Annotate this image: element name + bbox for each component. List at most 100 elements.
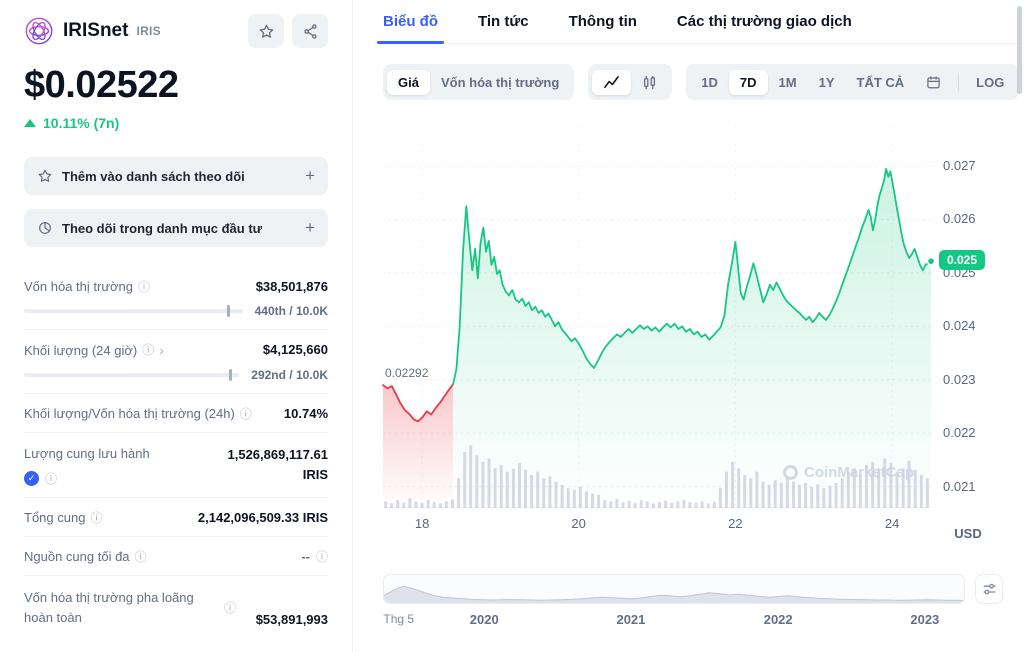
stat-row-vol-mcap: Khối lượng/Vốn hóa thị trường (24h) ⓘ 10.… (24, 394, 328, 433)
minimap-label: 2022 (763, 612, 793, 627)
info-icon[interactable]: ⓘ (315, 549, 328, 564)
stat-row-market-cap: Vốn hóa thị trường ⓘ $38,501,876 440th / … (24, 267, 328, 330)
last-price-badge: 0.025 (939, 250, 986, 271)
candlestick-chart-type-button[interactable] (631, 70, 668, 95)
minimap-label: Thg 5 (383, 612, 415, 626)
market-cap-rank: 440th / 10.0K (254, 304, 328, 318)
plus-icon: + (305, 166, 315, 185)
x-axis-tick: 22 (728, 516, 743, 531)
coin-name: IRISnet (63, 20, 129, 41)
time-scrubber[interactable]: Thg 5 2020 2021 2022 2023 (383, 574, 965, 629)
star-button[interactable] (248, 14, 284, 48)
minimap-svg[interactable] (383, 574, 965, 604)
add-portfolio-label: Theo dõi trong danh mục đầu tư (62, 220, 263, 236)
line-chart-icon (604, 75, 620, 88)
range-1y-button[interactable]: 1Y (818, 74, 835, 90)
log-scale-button[interactable]: LOG (976, 74, 1005, 90)
chevron-right-icon[interactable]: › (159, 342, 164, 358)
share-button[interactable] (292, 14, 328, 48)
star-icon (259, 24, 273, 38)
tab-news[interactable]: Tin tức (478, 13, 529, 30)
range-7d-button[interactable]: 7D (728, 69, 768, 95)
x-axis-tick: 20 (571, 516, 586, 531)
y-axis-tick: 0.026 (943, 211, 976, 227)
coin-header: IRISnet IRIS (24, 14, 328, 48)
minimap-label: 2023 (910, 612, 940, 627)
volume-rank-slider[interactable] (24, 369, 240, 381)
fdv-label: Vốn hóa thị trường pha loãng hoàn toàn (24, 590, 194, 625)
metric-price-button[interactable]: Giá (387, 69, 430, 95)
add-watchlist-label: Thêm vào danh sách theo dõi (62, 168, 245, 184)
market-cap-label: Vốn hóa thị trường (24, 279, 134, 294)
watermark: CoinMarketCap (783, 464, 914, 481)
y-axis-tick: 0.027 (943, 158, 976, 174)
coin-logo-icon (24, 16, 54, 46)
add-portfolio-button[interactable]: Theo dõi trong danh mục đầu tư + (24, 209, 328, 247)
total-supply-label: Tổng cung (24, 510, 86, 525)
stat-row-max-supply: Nguồn cung tối đa ⓘ -- ⓘ (24, 537, 328, 576)
share-icon (303, 23, 317, 39)
coin-symbol: IRIS (136, 24, 161, 38)
stat-row-circulating-supply: Lượng cung lưu hành ✓ ⓘ 1,526,869,117.61 … (24, 433, 328, 498)
minimap-label: 2020 (469, 612, 499, 627)
price-change: 10.11% (7n) (24, 115, 328, 131)
circulating-value: 1,526,869,117.61 IRIS (227, 447, 329, 483)
page-scrollbar[interactable] (1017, 6, 1022, 94)
price-chart-block: 0.02292 CoinMarketCap 0.025 0.027 0.026 0.… (382, 126, 1003, 629)
chart-toolbar: Giá Vốn hóa thị trường 1 (383, 64, 1024, 100)
metric-mcap-button[interactable]: Vốn hóa thị trường (440, 74, 560, 90)
chart-settings-button[interactable] (975, 574, 1003, 604)
verified-check-icon[interactable]: ✓ (24, 471, 39, 486)
info-icon[interactable]: ⓘ (142, 343, 155, 357)
candlestick-icon (644, 75, 656, 89)
stat-row-fdv: Vốn hóa thị trường pha loãng hoàn toàn ⓘ… (24, 576, 328, 638)
info-icon[interactable]: ⓘ (90, 510, 103, 525)
price-chart-area[interactable]: 0.02292 CoinMarketCap (382, 126, 936, 508)
range-1m-button[interactable]: 1M (778, 74, 797, 90)
max-supply-label: Nguồn cung tối đa (24, 549, 130, 564)
chart-type-toggle (588, 64, 673, 100)
price-y-axis: 0.025 0.027 0.026 0.025 0.024 0.023 0.022 0.02… (935, 126, 1001, 508)
info-icon[interactable]: ⓘ (138, 279, 151, 294)
add-watchlist-button[interactable]: Thêm vào danh sách theo dõi + (24, 157, 328, 195)
caret-up-icon (24, 119, 36, 127)
calendar-icon (927, 76, 940, 88)
tab-info[interactable]: Thông tin (568, 13, 637, 30)
x-axis-tick: 18 (414, 516, 430, 531)
price-x-axis: USD 18 20 22 24 (383, 508, 1003, 541)
slider-thumb[interactable] (227, 305, 231, 317)
range-all-button[interactable]: TẤT CẢ (856, 74, 905, 90)
date-range-button[interactable] (915, 70, 952, 95)
coin-sidebar: IRISnet IRIS $0.02522 10.11% (0, 0, 353, 652)
star-icon (38, 169, 52, 182)
y-axis-tick: 0.021 (943, 478, 976, 494)
slider-thumb[interactable] (228, 369, 232, 381)
y-axis-tick: 0.023 (943, 371, 976, 387)
minimap-label: 2021 (616, 612, 646, 627)
circulating-label: Lượng cung lưu hành (24, 446, 150, 461)
market-cap-rank-slider[interactable] (24, 305, 243, 317)
minimap-labels: Thg 5 2020 2021 2022 2023 (383, 609, 965, 629)
y-axis-tick: 0.024 (943, 318, 976, 334)
currency-label: USD (954, 526, 982, 541)
info-icon[interactable]: ⓘ (45, 471, 58, 486)
divider (958, 73, 960, 91)
range-1d-button[interactable]: 1D (701, 74, 718, 90)
volume-value: $4,125,660 (262, 342, 328, 357)
coin-stats: Vốn hóa thị trường ⓘ $38,501,876 440th / … (24, 267, 328, 638)
price-change-text: 10.11% (7n) (43, 115, 120, 131)
tab-chart[interactable]: Biểu đồ (377, 13, 444, 44)
max-supply-value: -- (301, 549, 310, 564)
x-axis-tick: 24 (884, 516, 900, 531)
info-icon[interactable]: ⓘ (239, 406, 252, 421)
stat-row-total-supply: Tổng cung ⓘ 2,142,096,509.33 IRIS (24, 498, 328, 537)
line-chart-type-button[interactable] (592, 69, 632, 95)
open-price-label: 0.02292 (385, 366, 429, 381)
info-icon[interactable]: ⓘ (134, 549, 147, 564)
tab-markets[interactable]: Các thị trường giao dịch (676, 13, 852, 30)
info-icon[interactable]: ⓘ (223, 600, 236, 615)
price-chart-svg[interactable] (382, 126, 936, 508)
sliders-icon (983, 583, 995, 594)
metric-toggle: Giá Vốn hóa thị trường (383, 64, 575, 100)
